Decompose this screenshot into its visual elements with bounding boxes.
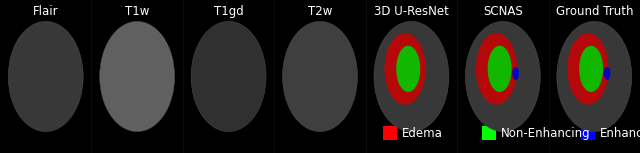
- Ellipse shape: [8, 21, 83, 132]
- Ellipse shape: [579, 46, 603, 92]
- Text: Flair: Flair: [33, 5, 58, 18]
- Ellipse shape: [396, 46, 420, 92]
- FancyBboxPatch shape: [581, 126, 595, 140]
- Ellipse shape: [604, 67, 611, 80]
- Text: SCNAS: SCNAS: [483, 5, 523, 18]
- Ellipse shape: [488, 46, 511, 92]
- Text: 3D U-ResNet: 3D U-ResNet: [374, 5, 449, 18]
- Ellipse shape: [100, 21, 175, 132]
- Ellipse shape: [476, 33, 517, 105]
- FancyBboxPatch shape: [482, 126, 496, 140]
- Ellipse shape: [567, 33, 609, 105]
- Text: Non-Enhancing: Non-Enhancing: [501, 127, 591, 140]
- Text: T2w: T2w: [308, 5, 332, 18]
- Ellipse shape: [374, 21, 449, 132]
- Ellipse shape: [512, 67, 519, 80]
- Ellipse shape: [191, 21, 266, 132]
- Text: Enhancing: Enhancing: [600, 127, 640, 140]
- Ellipse shape: [465, 21, 540, 132]
- Text: Edema: Edema: [402, 127, 443, 140]
- Text: T1w: T1w: [125, 5, 149, 18]
- Ellipse shape: [282, 21, 358, 132]
- Ellipse shape: [557, 21, 632, 132]
- Text: Ground Truth: Ground Truth: [556, 5, 633, 18]
- Ellipse shape: [385, 33, 426, 105]
- Text: T1gd: T1gd: [214, 5, 243, 18]
- FancyBboxPatch shape: [383, 126, 397, 140]
